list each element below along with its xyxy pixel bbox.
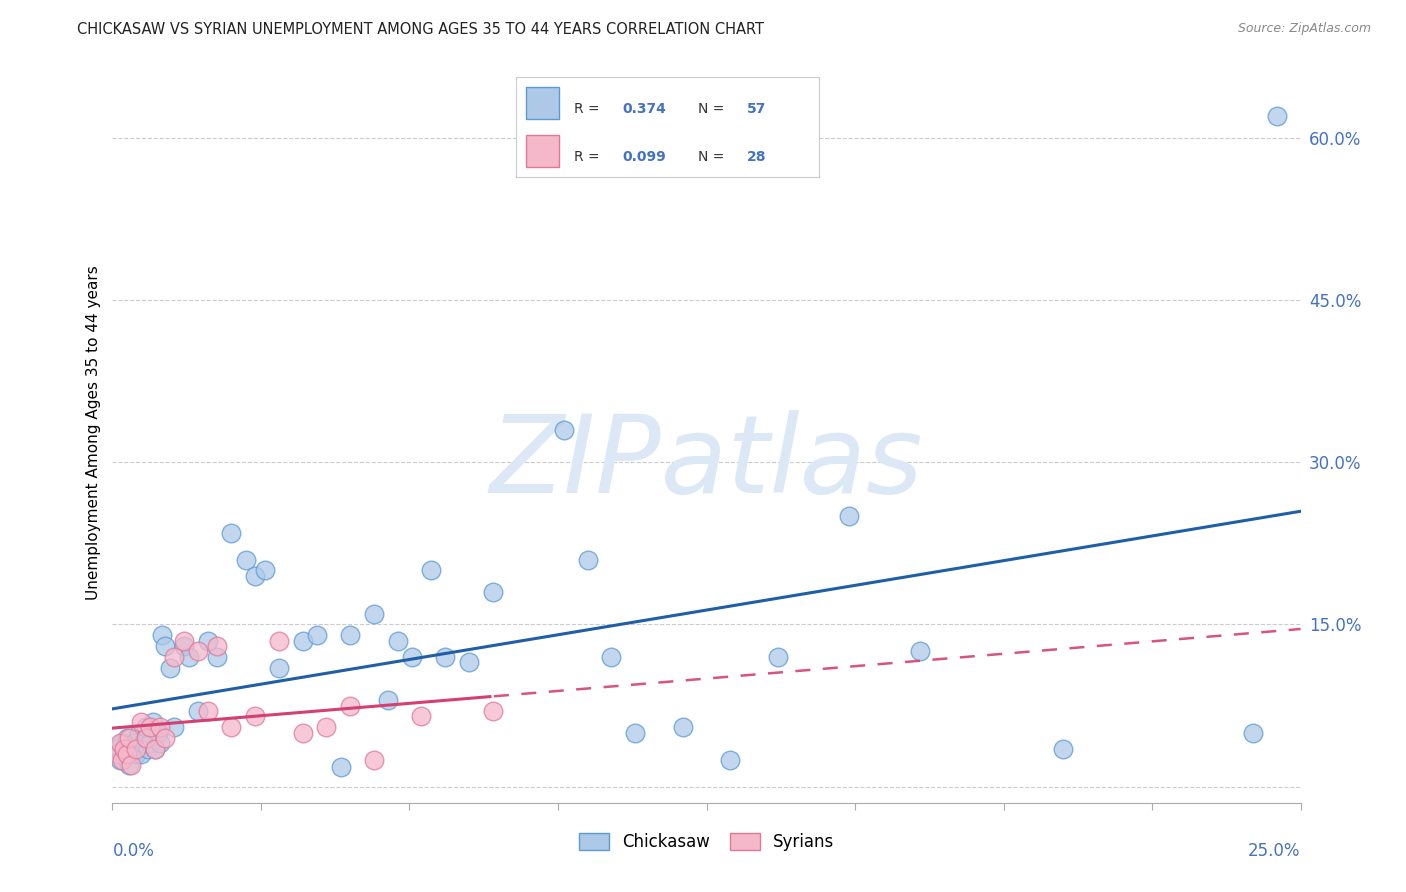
Point [377,693,399,707]
Point [1241,725,1264,739]
Point [305,628,328,642]
Point [173,633,195,648]
Point [153,639,176,653]
Point [219,525,242,540]
Point [149,720,172,734]
Point [187,644,209,658]
Point [576,552,599,566]
Point [419,563,441,577]
Point [105,747,128,761]
Point [121,758,143,772]
Point [411,709,433,723]
Point [458,655,481,669]
Point [146,725,169,739]
Point [173,639,195,653]
Point [481,704,503,718]
Point [163,649,186,664]
Point [139,736,162,750]
Point [624,725,647,739]
Point [363,607,385,621]
Point [243,709,266,723]
Point [401,649,423,664]
Text: 25.0%: 25.0% [1249,842,1301,860]
Point [291,633,314,648]
Point [219,720,242,734]
Point [235,552,257,566]
Point [267,633,290,648]
Point [315,720,337,734]
Point [150,628,173,642]
Point [1052,741,1074,756]
Point [143,741,166,756]
Y-axis label: Unemployment Among Ages 35 to 44 years: Unemployment Among Ages 35 to 44 years [86,265,101,600]
Point [128,725,150,739]
Point [163,720,186,734]
Point [159,661,181,675]
Point [672,720,695,734]
Point [122,736,145,750]
Point [363,753,385,767]
Point [205,639,228,653]
Point [143,741,166,756]
Text: 0.0%: 0.0% [112,842,155,860]
Point [243,569,266,583]
Text: CHICKASAW VS SYRIAN UNEMPLOYMENT AMONG AGES 35 TO 44 YEARS CORRELATION CHART: CHICKASAW VS SYRIAN UNEMPLOYMENT AMONG A… [77,22,765,37]
Point [197,704,219,718]
Point [149,736,172,750]
Point [139,720,162,734]
Point [481,585,503,599]
Point [187,704,209,718]
Point [125,747,148,761]
Point [125,741,148,756]
Point [121,741,143,756]
Text: Source: ZipAtlas.com: Source: ZipAtlas.com [1237,22,1371,36]
Point [132,736,155,750]
Point [115,747,138,761]
Legend: Chickasaw, Syrians: Chickasaw, Syrians [572,826,841,857]
Point [910,644,932,658]
Point [253,563,276,577]
Point [766,649,789,664]
Point [108,753,131,767]
Point [197,633,219,648]
Point [553,423,575,437]
Point [111,753,134,767]
Point [600,649,623,664]
Point [177,649,200,664]
Point [105,741,128,756]
Point [108,736,131,750]
Point [129,747,152,761]
Point [153,731,176,745]
Point [205,649,228,664]
Point [434,649,457,664]
Point [135,720,157,734]
Point [142,714,165,729]
Point [838,509,860,524]
Point [136,741,159,756]
Point [115,731,138,745]
Point [339,698,361,713]
Point [129,714,152,729]
Point [329,760,352,774]
Point [111,736,134,750]
Point [267,661,290,675]
Text: ZIPatlas: ZIPatlas [489,409,924,515]
Point [1265,110,1288,124]
Point [291,725,314,739]
Point [135,731,157,745]
Point [112,741,135,756]
Point [112,747,135,761]
Point [387,633,409,648]
Point [339,628,361,642]
Point [718,753,741,767]
Point [118,731,141,745]
Point [118,758,141,772]
